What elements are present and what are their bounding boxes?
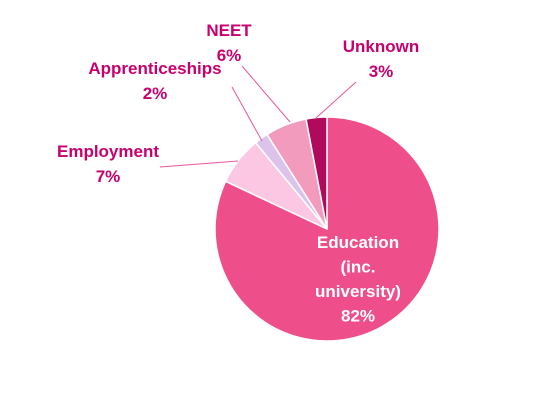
pie-slices	[214, 116, 440, 342]
leader-line	[241, 65, 291, 123]
leader-lines	[159, 65, 357, 168]
slice-name: Unknown	[343, 37, 420, 56]
slice-percent: 6%	[217, 46, 242, 65]
slice-percent: 2%	[143, 84, 168, 103]
slice-labels: Education (inc. university) 82% Employment 7%…	[57, 21, 419, 326]
slice-label: Education (inc. university) 82%	[315, 233, 401, 326]
leader-line	[231, 86, 263, 142]
leader-line	[159, 160, 239, 168]
slice-name: NEET	[206, 21, 252, 40]
slice-label: Employment 7%	[57, 142, 159, 186]
slice-name: Apprenticeships	[88, 59, 221, 78]
slice-label: NEET 6%	[206, 21, 252, 65]
slice-name: Employment	[57, 142, 159, 161]
slice-name: university)	[315, 282, 401, 301]
slice-name: (inc.	[341, 258, 376, 277]
slice-percent: 7%	[96, 167, 121, 186]
slice-name: Education	[317, 233, 399, 252]
slice-label: Unknown 3%	[343, 37, 420, 81]
slice-percent: 3%	[369, 62, 394, 81]
leader-line	[315, 81, 357, 119]
slice-label: Apprenticeships 2%	[88, 59, 221, 103]
slice-percent: 82%	[341, 307, 375, 326]
